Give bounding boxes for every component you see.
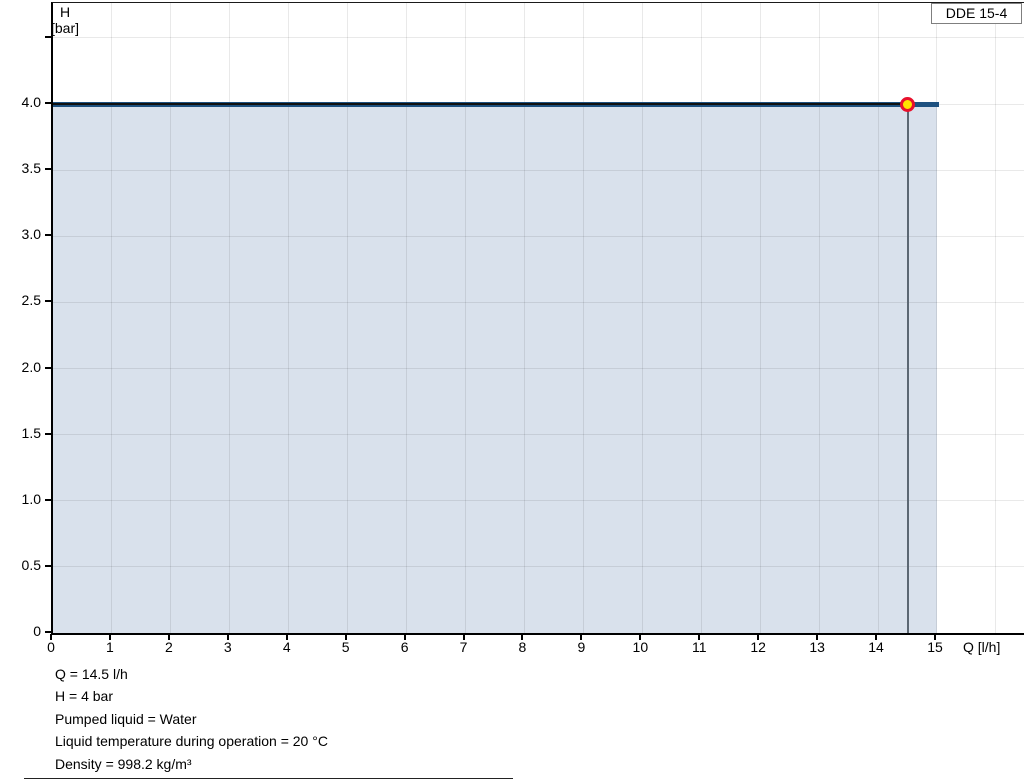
crosshair-vertical	[906, 104, 909, 633]
x-tick-mark	[50, 634, 52, 640]
y-tick-label: 3.0	[21, 226, 41, 243]
gridline-vertical	[347, 3, 349, 633]
x-tick-label: 13	[809, 639, 825, 655]
crosshair-horizontal	[53, 103, 908, 105]
gridline-horizontal	[53, 235, 1024, 237]
info-line-head: H = 4 bar	[55, 688, 113, 705]
x-tick-mark	[403, 634, 406, 640]
x-tick-mark	[816, 634, 819, 640]
y-tick-mark	[45, 564, 51, 567]
bottom-divider	[24, 778, 513, 779]
gridline-horizontal	[53, 301, 1024, 303]
curve-fill-area	[53, 104, 937, 633]
y-tick-mark	[45, 35, 51, 38]
x-tick-mark	[108, 634, 111, 640]
x-tick-label: 5	[341, 639, 350, 655]
gridline-horizontal	[53, 434, 1024, 436]
y-axis-title-symbol: H	[59, 4, 71, 20]
gridline-horizontal	[53, 566, 1024, 568]
gridline-vertical	[288, 3, 290, 633]
y-tick-label: 2.5	[21, 292, 41, 309]
gridline-vertical	[465, 3, 467, 633]
x-tick-label: 3	[223, 639, 232, 655]
x-tick-label: 9	[577, 639, 586, 655]
y-tick-label: 1.0	[21, 490, 41, 507]
info-line-flow: Q = 14.5 l/h	[55, 666, 128, 682]
x-tick-label: 8	[518, 639, 527, 655]
gridline-horizontal	[53, 368, 1024, 369]
x-tick-label: 1	[106, 639, 114, 655]
y-axis-title-unit: [bar]	[50, 20, 79, 36]
gridline-vertical	[995, 3, 997, 633]
x-tick-mark	[580, 634, 583, 640]
gridline-vertical	[641, 3, 643, 633]
x-tick-label: 11	[691, 639, 707, 655]
x-tick-mark	[226, 634, 229, 640]
duty-point-marker[interactable]	[900, 96, 916, 112]
gridline-vertical	[877, 3, 879, 633]
x-tick-label: 10	[632, 639, 649, 655]
gridline-horizontal	[53, 37, 1024, 39]
info-line-density: Density = 998.2 kg/m³	[55, 755, 192, 772]
x-tick-label: 2	[164, 639, 173, 655]
y-tick-mark	[45, 102, 51, 104]
x-tick-label: 0	[47, 639, 55, 655]
y-tick-mark	[45, 631, 51, 633]
gridline-horizontal	[53, 169, 1024, 171]
gridline-horizontal	[53, 500, 1024, 502]
y-tick-label: 0	[33, 623, 41, 639]
x-tick-mark	[933, 634, 936, 640]
gridline-vertical	[406, 3, 408, 633]
y-tick-mark	[45, 234, 51, 237]
gridline-vertical	[759, 3, 761, 633]
x-tick-label: 15	[927, 639, 943, 655]
x-axis-title: Q [l/h]	[963, 639, 1001, 655]
gridline-vertical	[700, 3, 702, 633]
x-tick-mark	[285, 634, 288, 640]
gridline-vertical	[170, 3, 172, 633]
pump-model-badge: DDE 15-4	[931, 3, 1022, 24]
y-tick-mark	[45, 168, 51, 171]
x-tick-mark	[757, 634, 760, 640]
gridline-vertical	[111, 3, 113, 633]
x-tick-label: 6	[400, 639, 409, 655]
x-tick-mark	[639, 634, 642, 640]
x-tick-label: 14	[868, 639, 884, 655]
info-line-temperature: Liquid temperature during operation = 20…	[55, 733, 328, 750]
gridline-vertical	[229, 3, 231, 633]
x-tick-mark	[698, 634, 701, 640]
y-tick-mark	[45, 432, 51, 435]
y-tick-label: 1.5	[21, 424, 41, 441]
plot-area[interactable]	[51, 2, 1024, 635]
gridline-vertical	[523, 3, 525, 633]
x-tick-mark	[167, 634, 170, 640]
x-tick-mark	[521, 634, 524, 640]
x-tick-mark	[875, 634, 878, 640]
gridline-vertical	[582, 3, 584, 633]
y-tick-label: 0.5	[21, 556, 41, 573]
info-line-liquid: Pumped liquid = Water	[55, 710, 197, 727]
y-tick-label: 3.5	[21, 160, 41, 177]
y-tick-label: 2.0	[21, 358, 41, 375]
x-tick-label: 4	[282, 639, 291, 655]
y-tick-mark	[45, 300, 51, 303]
y-tick-label: 4.0	[21, 94, 41, 110]
gridline-vertical	[936, 3, 938, 633]
x-tick-label: 7	[459, 639, 468, 655]
x-tick-mark	[462, 634, 465, 640]
x-tick-mark	[344, 634, 347, 640]
y-tick-mark	[45, 366, 51, 369]
duty-point-info: Q = 14.5 l/h H = 4 bar Pumped liquid = W…	[55, 663, 555, 775]
x-tick-label: 12	[750, 639, 766, 655]
gridline-vertical	[818, 3, 820, 633]
y-tick-mark	[45, 498, 51, 501]
